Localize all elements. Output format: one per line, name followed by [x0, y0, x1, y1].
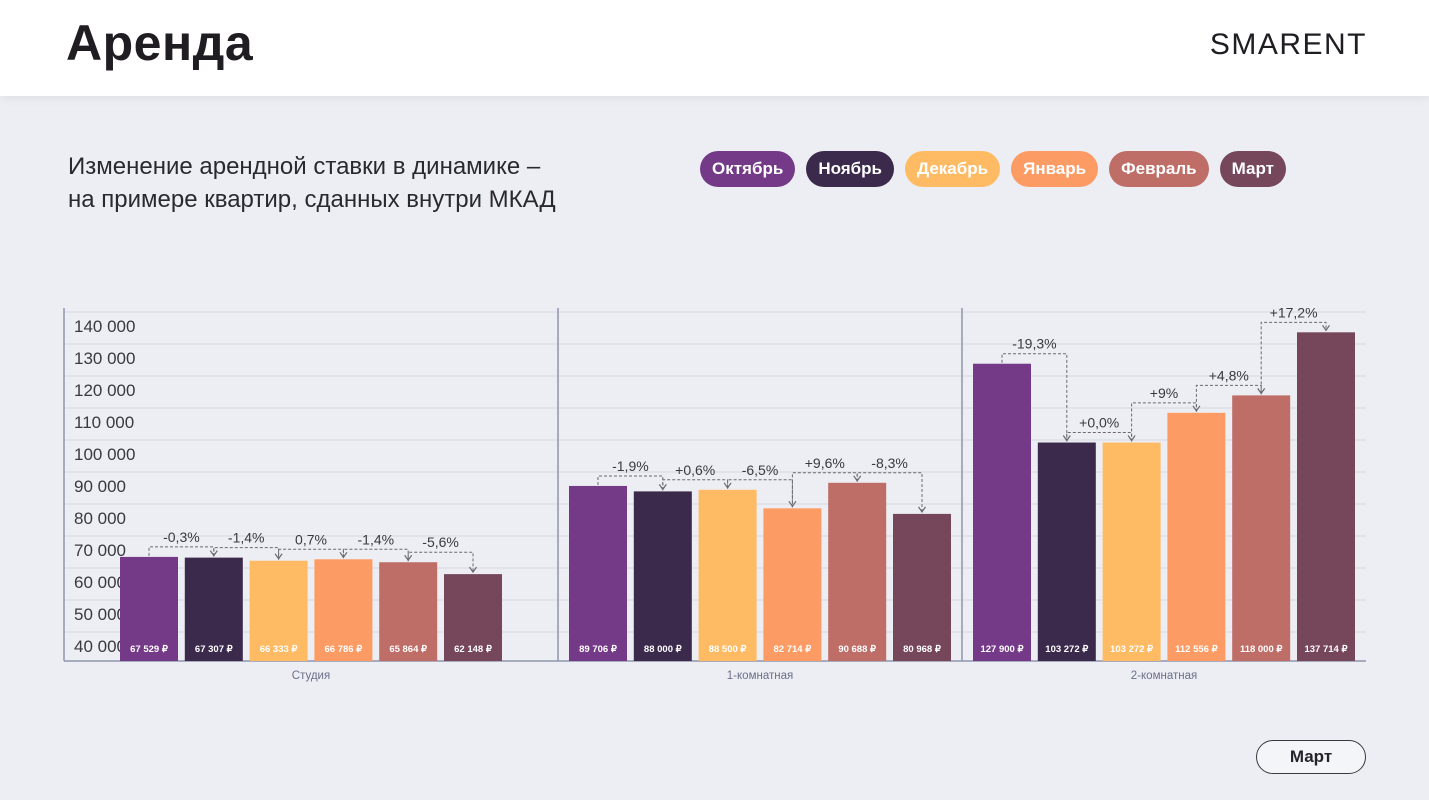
- change-arrow-icon: [469, 566, 477, 574]
- change-connector: [278, 548, 344, 560]
- bar: [120, 556, 178, 661]
- bar: [1167, 412, 1226, 661]
- change-label: -19,3%: [1012, 336, 1056, 352]
- bar: [1232, 395, 1291, 661]
- y-tick-label: 140 000: [74, 317, 135, 336]
- bar: [698, 489, 757, 661]
- bar-value-label: 82 714 ₽: [774, 644, 813, 655]
- bar-value-label: 112 556 ₽: [1175, 644, 1218, 655]
- change-arrow-icon: [918, 506, 926, 513]
- change-arrow-icon: [1322, 324, 1330, 332]
- change-connector: [662, 479, 729, 491]
- change-label: 0,7%: [295, 531, 327, 547]
- change-connector: [727, 479, 793, 506]
- change-label: -1,4%: [358, 531, 395, 547]
- bar-value-label: 65 864 ₽: [389, 644, 428, 655]
- bar: [379, 562, 438, 661]
- y-tick-label: 40 000: [74, 637, 126, 656]
- change-label: -6,5%: [742, 462, 779, 478]
- chart-description-line-1: Изменение арендной ставки в динамике –: [68, 153, 541, 180]
- legend-item[interactable]: Январь: [1011, 151, 1099, 187]
- change-connector: [856, 472, 923, 511]
- bar: [249, 560, 308, 661]
- bar-value-label: 88 500 ₽: [709, 644, 748, 655]
- y-tick-label: 130 000: [74, 349, 135, 368]
- change-connector: [407, 551, 474, 572]
- legend-item[interactable]: Февраль: [1109, 151, 1209, 187]
- bar-value-label: 118 000 ₽: [1240, 644, 1283, 655]
- bar-value-label: 67 307 ₽: [195, 644, 234, 655]
- bar: [1102, 442, 1161, 661]
- change-connector: [1260, 321, 1327, 395]
- legend-item[interactable]: Март: [1219, 151, 1286, 187]
- change-label: -1,9%: [612, 458, 649, 474]
- bar: [973, 363, 1031, 661]
- bar: [184, 557, 243, 661]
- change-label: +4,8%: [1209, 367, 1249, 383]
- bar-value-label: 62 148 ₽: [454, 644, 493, 655]
- bar-value-label: 127 900 ₽: [980, 644, 1024, 655]
- bar-value-label: 89 706 ₽: [579, 644, 618, 655]
- bar: [569, 485, 627, 661]
- bar: [763, 508, 822, 661]
- change-label: -5,6%: [422, 534, 459, 550]
- bar: [444, 574, 502, 661]
- legend-item[interactable]: Ноябрь: [806, 151, 895, 187]
- change-connector: [342, 548, 409, 560]
- change-label: -0,3%: [163, 529, 200, 545]
- month-selector-button[interactable]: Март: [1256, 740, 1366, 774]
- category-label: Студия: [292, 670, 330, 682]
- bar: [828, 482, 887, 661]
- change-connector: [148, 546, 215, 556]
- bar-value-label: 66 786 ₽: [325, 644, 364, 655]
- bar: [1037, 442, 1096, 661]
- page-title: Аренда: [66, 15, 254, 71]
- bar-value-label: 66 333 ₽: [260, 644, 299, 655]
- change-label: +0,6%: [675, 462, 715, 478]
- y-tick-label: 100 000: [74, 445, 135, 464]
- bar: [1297, 332, 1355, 661]
- legend-item[interactable]: Октябрь: [700, 151, 796, 187]
- y-tick-label: 70 000: [74, 541, 126, 560]
- category-label: 1-комнатная: [727, 670, 793, 682]
- y-tick-label: 80 000: [74, 509, 126, 528]
- y-tick-label: 50 000: [74, 605, 126, 624]
- change-label: +0,0%: [1079, 415, 1119, 431]
- change-label: +9,6%: [805, 455, 845, 471]
- bar-value-label: 67 529 ₽: [130, 644, 169, 655]
- chart-description: Изменение арендной ставки в динамике – н…: [68, 150, 556, 216]
- legend-item[interactable]: Декабрь: [905, 151, 1001, 187]
- chart-description-line-2: на примере квартир, сданных внутри МКАД: [68, 186, 556, 213]
- change-label: +9%: [1150, 385, 1178, 401]
- y-tick-label: 90 000: [74, 477, 126, 496]
- y-tick-label: 120 000: [74, 381, 135, 400]
- bar-value-label: 90 688 ₽: [838, 644, 877, 655]
- change-connector: [597, 475, 664, 489]
- header-bar: Аренда SMARENT: [0, 0, 1429, 96]
- bar: [893, 513, 951, 661]
- change-connector: [213, 547, 280, 558]
- change-connector: [1001, 353, 1068, 440]
- brand-logo: SMARENT: [1209, 28, 1367, 61]
- change-label: +17,2%: [1270, 304, 1318, 320]
- y-tick-label: 60 000: [74, 573, 126, 592]
- bar-value-label: 137 714 ₽: [1304, 644, 1348, 655]
- bar: [314, 559, 373, 661]
- bar-value-label: 103 272 ₽: [1110, 644, 1154, 655]
- bar-value-label: 103 272 ₽: [1045, 644, 1089, 655]
- bar-value-label: 80 968 ₽: [903, 644, 942, 655]
- bar-value-label: 88 000 ₽: [644, 644, 683, 655]
- bar: [633, 491, 692, 661]
- category-label: 2-комнатная: [1131, 670, 1197, 682]
- legend: Октябрь Ноябрь Декабрь Январь Февраль Март: [700, 151, 1286, 187]
- change-label: -1,4%: [228, 530, 265, 546]
- y-tick-label: 110 000: [74, 413, 134, 432]
- change-label: -8,3%: [871, 455, 908, 471]
